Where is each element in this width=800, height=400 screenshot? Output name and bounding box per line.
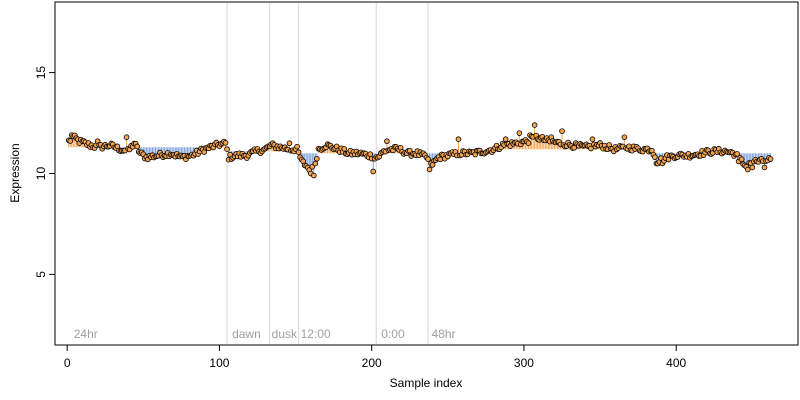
x-axis-label: Sample index: [390, 376, 463, 390]
data-point: [734, 151, 740, 157]
y-axis-label: Expression: [8, 143, 22, 202]
data-point: [286, 140, 293, 147]
data-point: [738, 156, 745, 163]
data-point: [425, 156, 431, 162]
y-tick-label: 5: [34, 271, 48, 278]
data-point: [295, 149, 302, 155]
data-point: [767, 156, 774, 162]
data-point: [123, 134, 130, 140]
data-point: [294, 143, 300, 150]
phase-label: dusk: [272, 327, 298, 341]
data-point: [588, 145, 594, 152]
data-point: [502, 136, 509, 143]
phase-label: dawn: [232, 327, 261, 341]
data-point: [744, 166, 751, 173]
axes-layer: 0 100 200 300 400 5 10 15: [34, 66, 686, 370]
data-point: [516, 130, 523, 136]
data-point: [652, 154, 658, 160]
data-point: [341, 146, 348, 152]
x-tick-label: 300: [514, 356, 534, 370]
data-point: [525, 140, 532, 146]
data-point: [134, 143, 141, 150]
y-tick-label: 10: [34, 167, 48, 181]
phase-label: 12:00: [301, 327, 331, 341]
data-point: [312, 160, 319, 167]
data-point: [222, 140, 229, 146]
data-point: [437, 156, 444, 163]
data-point: [531, 122, 538, 128]
data-point: [67, 138, 74, 144]
data-point: [314, 155, 320, 162]
y-tick-label: 15: [34, 66, 48, 80]
phase-label: 24hr: [74, 327, 98, 341]
x-tick-label: 200: [362, 356, 382, 370]
x-tick-label: 100: [209, 356, 229, 370]
data-points-layer: [65, 122, 774, 179]
phase-label: 48hr: [432, 327, 456, 341]
data-point: [224, 146, 230, 153]
data-point: [559, 128, 565, 134]
data-point: [367, 151, 373, 157]
data-point: [621, 134, 628, 140]
data-point: [761, 164, 768, 171]
x-tick-label: 400: [666, 356, 686, 370]
data-point: [311, 172, 317, 179]
data-point: [370, 168, 377, 175]
separator-lines-layer: [226, 3, 429, 344]
phase-label: 0:00: [381, 327, 405, 341]
plot-frame: [54, 1, 799, 346]
x-tick-label: 0: [64, 356, 71, 370]
data-point: [384, 138, 390, 145]
data-point: [589, 136, 596, 143]
phase-labels-layer: 24hr dawn dusk 12:00 0:00 48hr: [74, 327, 456, 341]
data-point: [455, 136, 462, 143]
data-point: [749, 164, 756, 171]
data-point: [426, 166, 433, 173]
